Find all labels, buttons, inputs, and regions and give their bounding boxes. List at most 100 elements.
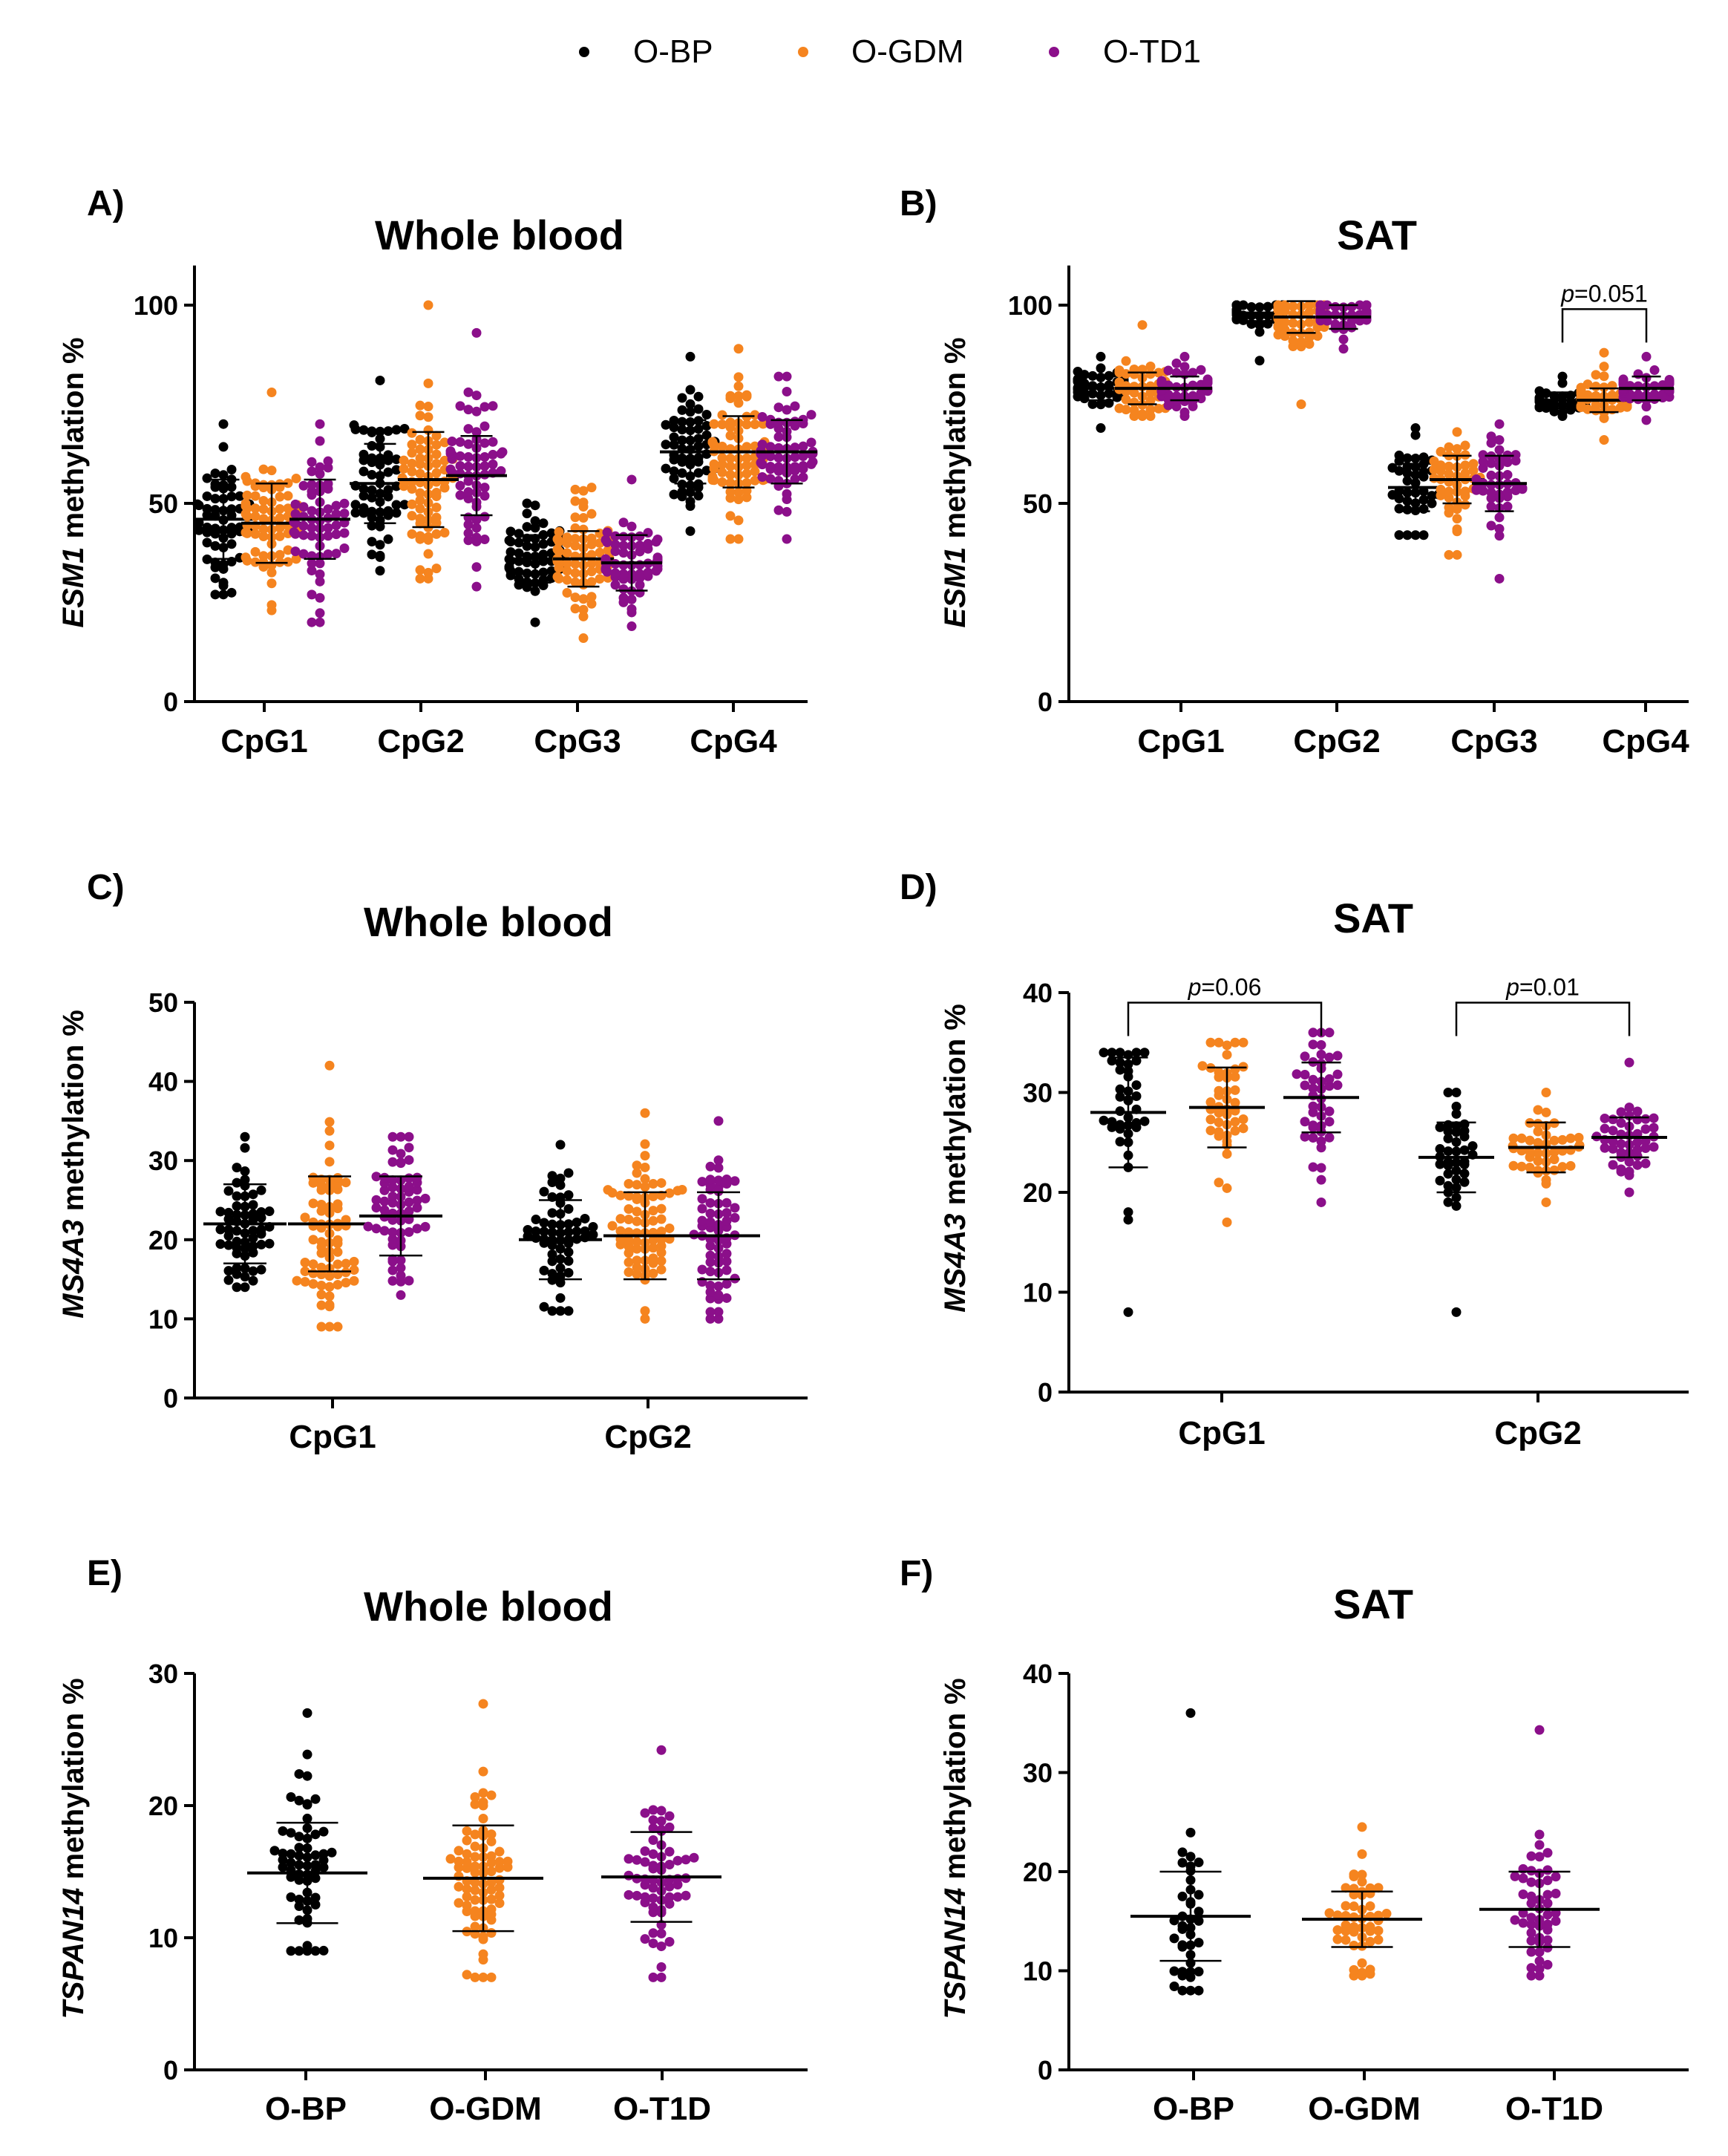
data-point (316, 1281, 327, 1291)
data-point (375, 375, 385, 385)
data-point (1468, 466, 1479, 476)
data-point (315, 592, 325, 603)
data-point (412, 1172, 422, 1183)
data-point (725, 461, 736, 471)
category-label: CpG2 (1494, 1415, 1581, 1451)
category-label: CpG1 (1137, 723, 1224, 760)
data-point (681, 1855, 691, 1865)
data-point (640, 1934, 650, 1944)
data-point (1230, 1064, 1240, 1074)
data-point (697, 1194, 707, 1204)
data-point (562, 558, 572, 569)
data-point (318, 1862, 329, 1872)
data-point (547, 1306, 557, 1316)
data-point (327, 1847, 337, 1858)
data-point (324, 1322, 335, 1332)
data-point (331, 529, 341, 540)
data-point (677, 453, 687, 463)
data-point (202, 538, 212, 548)
data-point (750, 419, 760, 430)
data-point (463, 520, 474, 530)
data-point (488, 459, 498, 469)
data-point (656, 1214, 667, 1224)
data-point (530, 617, 540, 627)
data-point (693, 391, 704, 402)
data-point (1443, 1157, 1453, 1167)
y-tick-label: 50 (148, 489, 178, 519)
data-point (1107, 1048, 1117, 1058)
data-point (266, 578, 277, 589)
data-point (324, 1060, 335, 1071)
data-point (1304, 339, 1315, 349)
y-axis-unit-b: methylation % (939, 337, 972, 546)
data-point (399, 463, 409, 474)
data-point (1096, 351, 1106, 362)
data-point (632, 1216, 642, 1226)
data-point (742, 492, 752, 503)
data-point (226, 523, 237, 533)
data-point (615, 1226, 626, 1236)
data-point (1459, 1119, 1470, 1129)
data-point (454, 1846, 464, 1856)
data-point (1131, 1080, 1142, 1091)
data-point (431, 468, 442, 478)
data-point (1288, 318, 1298, 328)
point-group (1114, 320, 1171, 422)
data-point (733, 534, 744, 544)
data-point (1591, 382, 1601, 392)
data-point (223, 1186, 234, 1196)
data-point (1533, 1105, 1543, 1115)
data-point (323, 531, 333, 541)
data-point (269, 1846, 280, 1856)
category-label: CpG4 (1602, 723, 1689, 760)
data-point (256, 1207, 266, 1218)
data-point (1518, 1918, 1528, 1928)
data-point (223, 1266, 234, 1276)
panel-title-a: Whole blood (375, 212, 624, 258)
data-point (530, 516, 540, 526)
data-point (1114, 377, 1125, 388)
data-point (307, 617, 317, 627)
data-point (341, 1258, 351, 1269)
data-point (1600, 1113, 1610, 1123)
data-point (1280, 300, 1290, 310)
data-point (210, 589, 220, 600)
data-point (1230, 1037, 1240, 1048)
data-point (661, 463, 671, 474)
data-point (773, 442, 784, 453)
data-point (626, 474, 637, 485)
data-point (486, 1904, 497, 1915)
p-value-symbol: p (1560, 280, 1574, 307)
point-group (423, 1699, 543, 1982)
data-point (1649, 389, 1660, 399)
data-point (396, 1157, 406, 1168)
data-point (1099, 1048, 1109, 1058)
data-point (721, 1256, 732, 1267)
data-point (316, 1200, 327, 1210)
data-point (210, 573, 220, 584)
panel-title-f: SAT (1333, 1581, 1413, 1627)
data-point (1608, 1137, 1618, 1147)
point-group (1418, 1088, 1494, 1317)
data-point (713, 1182, 724, 1192)
data-point (1599, 362, 1609, 372)
data-point (1607, 390, 1617, 400)
data-point (514, 574, 524, 584)
category-label: CpG1 (289, 1419, 376, 1455)
data-point (586, 577, 597, 587)
data-point (632, 1192, 642, 1203)
data-point (310, 1860, 321, 1870)
data-point (514, 529, 524, 539)
data-point (725, 511, 736, 521)
data-point (664, 1898, 675, 1909)
data-point (1435, 1122, 1445, 1132)
data-point (415, 400, 425, 411)
data-point (1177, 1967, 1188, 1977)
data-point (721, 1293, 732, 1303)
data-point (742, 453, 752, 463)
data-point (383, 491, 393, 502)
data-point (1114, 365, 1125, 376)
data-point (1194, 1967, 1204, 1977)
data-point (656, 1203, 667, 1214)
data-point (1525, 1135, 1535, 1146)
